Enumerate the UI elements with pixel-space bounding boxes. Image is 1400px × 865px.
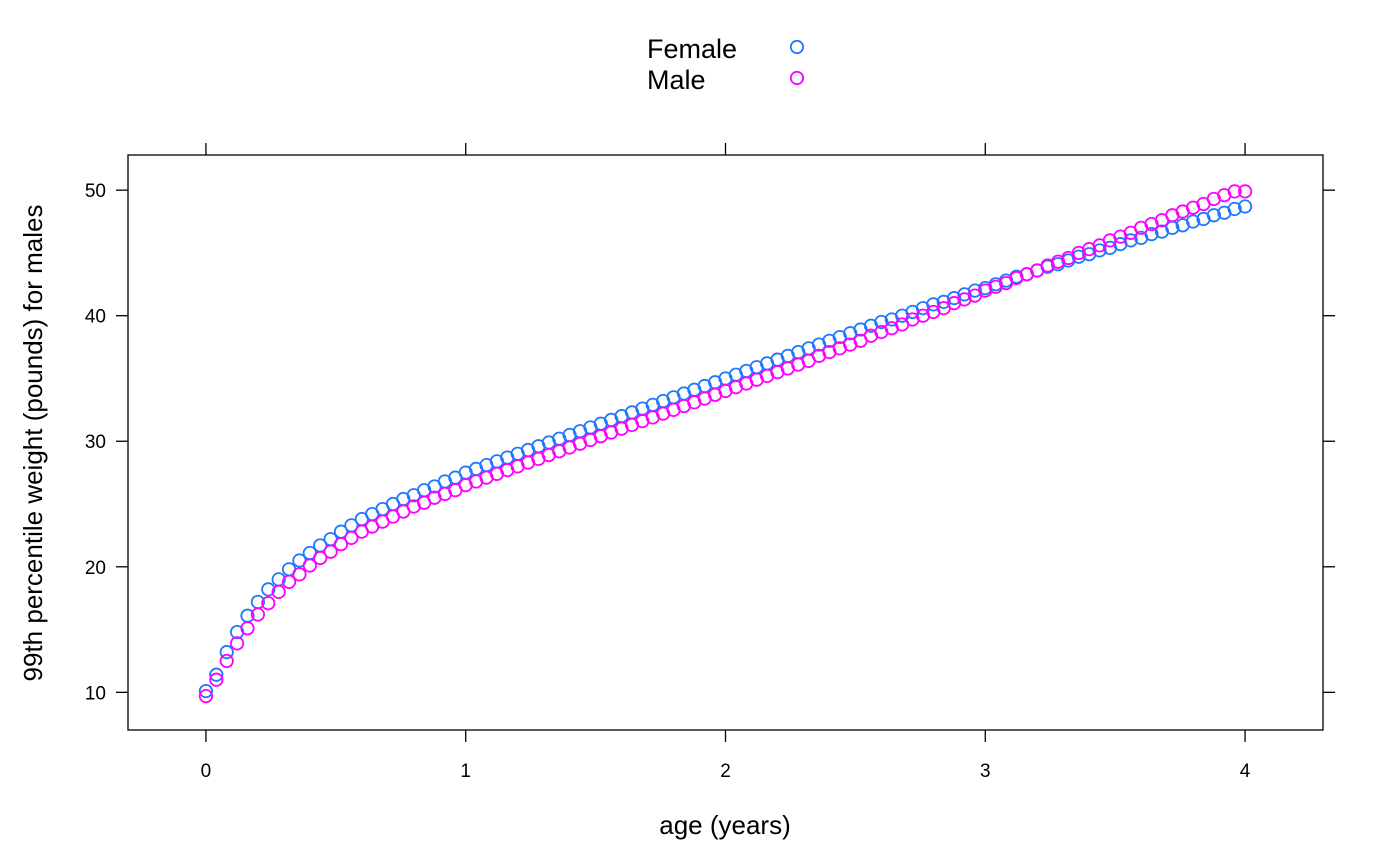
female-point bbox=[1186, 214, 1201, 229]
male-point bbox=[261, 596, 276, 611]
x-tick-label: 0 bbox=[201, 761, 212, 782]
female-point bbox=[1092, 243, 1107, 258]
female-point bbox=[1144, 226, 1159, 242]
x-tick-label: 1 bbox=[460, 761, 471, 782]
x-axis-title: age (years) bbox=[659, 810, 791, 840]
male-point bbox=[271, 584, 286, 599]
male-point bbox=[230, 636, 245, 651]
male-point bbox=[219, 653, 234, 669]
y-tick-label: 10 bbox=[85, 683, 106, 704]
y-axis-title: 99th percentile weight (pounds) for male… bbox=[18, 205, 48, 682]
male-point bbox=[209, 672, 224, 687]
legend: Female Male bbox=[647, 34, 805, 95]
female-point bbox=[1237, 199, 1253, 214]
female-point bbox=[198, 683, 214, 699]
legend-label-male: Male bbox=[647, 65, 706, 95]
data-points bbox=[198, 184, 1253, 704]
legend-label-female: Female bbox=[647, 34, 737, 64]
female-point bbox=[261, 582, 276, 597]
male-point bbox=[333, 537, 349, 552]
series-male bbox=[198, 184, 1253, 704]
female-point bbox=[219, 645, 234, 660]
x-tick-label: 3 bbox=[980, 761, 991, 782]
male-point bbox=[250, 607, 265, 622]
y-tick-label: 40 bbox=[85, 307, 106, 328]
male-point bbox=[323, 544, 338, 559]
x-tick-label: 4 bbox=[1240, 761, 1251, 782]
male-point bbox=[240, 621, 255, 636]
x-axis-ticks: 0 1 2 3 4 bbox=[201, 143, 1251, 782]
legend-marker-female bbox=[789, 39, 805, 55]
female-point bbox=[874, 314, 889, 330]
x-tick-label: 2 bbox=[720, 761, 731, 782]
male-point bbox=[1237, 184, 1253, 199]
female-point bbox=[1206, 208, 1221, 223]
female-point bbox=[209, 667, 224, 682]
legend-marker-male bbox=[789, 70, 805, 86]
male-point bbox=[198, 689, 214, 704]
y-tick-label: 50 bbox=[85, 181, 106, 202]
plot-frame bbox=[127, 154, 1324, 731]
female-point bbox=[1071, 249, 1086, 264]
y-axis-ticks: 10 20 30 40 50 bbox=[85, 181, 1335, 704]
y-tick-label: 20 bbox=[85, 558, 106, 579]
female-point bbox=[967, 283, 982, 298]
male-point bbox=[302, 558, 317, 573]
male-point bbox=[292, 567, 307, 582]
male-point bbox=[344, 530, 359, 546]
series-female bbox=[198, 199, 1253, 699]
male-point bbox=[1227, 184, 1242, 199]
male-point bbox=[313, 550, 328, 566]
y-tick-label: 30 bbox=[85, 432, 106, 453]
female-point bbox=[1227, 201, 1242, 217]
male-point bbox=[281, 574, 297, 589]
